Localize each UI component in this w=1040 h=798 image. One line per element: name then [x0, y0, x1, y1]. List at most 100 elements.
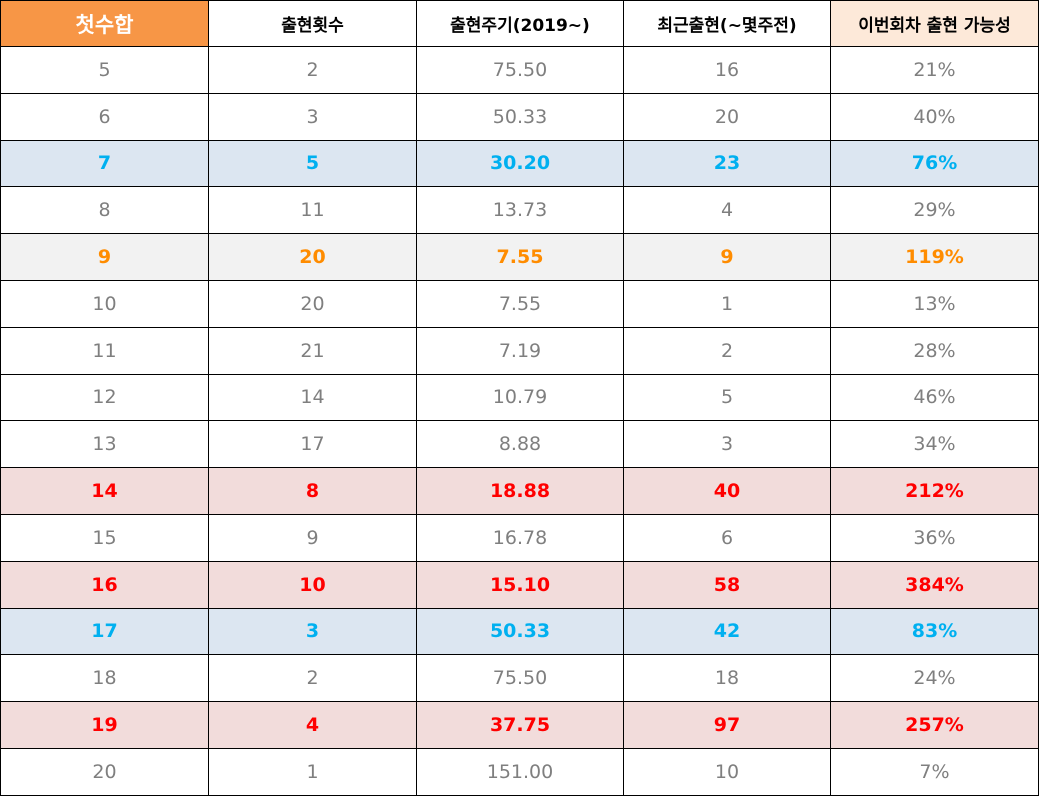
- cell-recent-appearance: 10: [623, 747, 831, 796]
- cell-appearance-count: 2: [208, 46, 417, 94]
- cell-first-sum: 7: [0, 139, 209, 188]
- cell-recent-appearance: 42: [623, 607, 831, 656]
- table-row: 18 2 75.50 18 24%: [0, 654, 1039, 703]
- cell-recent-appearance: 16: [623, 46, 831, 94]
- cell-recent-appearance: 20: [623, 92, 831, 141]
- cell-appearance-count: 3: [208, 92, 417, 141]
- cell-first-sum: 18: [0, 654, 209, 703]
- cell-appearance-cycle: 50.33: [416, 607, 624, 656]
- cell-appearance-cycle: 13.73: [416, 186, 624, 235]
- cell-recent-appearance: 4: [623, 186, 831, 235]
- cell-recent-appearance: 18: [623, 654, 831, 703]
- cell-first-sum: 16: [0, 560, 209, 609]
- cell-probability: 36%: [830, 513, 1039, 562]
- cell-appearance-count: 3: [208, 607, 417, 656]
- table-row: 14 8 18.88 40 212%: [0, 467, 1039, 515]
- cell-recent-appearance: 2: [623, 326, 831, 375]
- table-row: 19 4 37.75 97 257%: [0, 701, 1039, 749]
- cell-first-sum: 19: [0, 701, 209, 749]
- header-appearance-cycle: 출현주기(2019~): [416, 0, 624, 47]
- cell-recent-appearance: 23: [623, 139, 831, 188]
- cell-appearance-count: 14: [208, 373, 417, 422]
- header-appearance-count: 출현횟수: [208, 0, 417, 47]
- cell-appearance-cycle: 15.10: [416, 560, 624, 609]
- cell-first-sum: 17: [0, 607, 209, 656]
- cell-probability: 46%: [830, 373, 1039, 422]
- table-row: 16 10 15.10 58 384%: [0, 560, 1039, 609]
- cell-appearance-cycle: 7.19: [416, 326, 624, 375]
- cell-appearance-count: 4: [208, 701, 417, 749]
- table-row: 15 9 16.78 6 36%: [0, 513, 1039, 562]
- cell-first-sum: 13: [0, 420, 209, 469]
- cell-recent-appearance: 1: [623, 279, 831, 328]
- cell-recent-appearance: 40: [623, 467, 831, 515]
- table-row: 6 3 50.33 20 40%: [0, 92, 1039, 141]
- cell-recent-appearance: 97: [623, 701, 831, 749]
- cell-probability: 7%: [830, 747, 1039, 796]
- header-probability: 이번회차 출현 가능성: [830, 0, 1039, 47]
- table-row: 12 14 10.79 5 46%: [0, 373, 1039, 422]
- cell-first-sum: 15: [0, 513, 209, 562]
- cell-probability: 21%: [830, 46, 1039, 94]
- cell-first-sum: 12: [0, 373, 209, 422]
- cell-recent-appearance: 9: [623, 233, 831, 281]
- cell-appearance-count: 2: [208, 654, 417, 703]
- cell-first-sum: 20: [0, 747, 209, 796]
- header-first-sum: 첫수합: [0, 0, 209, 47]
- table-header: 첫수합 출현횟수 출현주기(2019~) 최근출현(~몇주전) 이번회차 출현 …: [0, 0, 1039, 47]
- cell-appearance-count: 21: [208, 326, 417, 375]
- cell-probability: 384%: [830, 560, 1039, 609]
- cell-first-sum: 11: [0, 326, 209, 375]
- cell-appearance-cycle: 37.75: [416, 701, 624, 749]
- cell-recent-appearance: 58: [623, 560, 831, 609]
- table-body: 5 2 75.50 16 21% 6 3 50.33 20 40% 7 5 30.20 23 76% 8 11 1…: [0, 46, 1039, 796]
- cell-appearance-cycle: 18.88: [416, 467, 624, 515]
- cell-probability: 40%: [830, 92, 1039, 141]
- cell-probability: 83%: [830, 607, 1039, 656]
- cell-recent-appearance: 5: [623, 373, 831, 422]
- cell-probability: 29%: [830, 186, 1039, 235]
- cell-appearance-count: 20: [208, 279, 417, 328]
- cell-appearance-cycle: 50.33: [416, 92, 624, 141]
- cell-first-sum: 6: [0, 92, 209, 141]
- cell-first-sum: 14: [0, 467, 209, 515]
- cell-appearance-count: 17: [208, 420, 417, 469]
- cell-recent-appearance: 3: [623, 420, 831, 469]
- cell-probability: 28%: [830, 326, 1039, 375]
- cell-probability: 34%: [830, 420, 1039, 469]
- cell-appearance-count: 5: [208, 139, 417, 188]
- cell-probability: 212%: [830, 467, 1039, 515]
- cell-appearance-cycle: 75.50: [416, 46, 624, 94]
- cell-appearance-cycle: 75.50: [416, 654, 624, 703]
- cell-appearance-count: 20: [208, 233, 417, 281]
- cell-probability: 24%: [830, 654, 1039, 703]
- cell-first-sum: 10: [0, 279, 209, 328]
- cell-appearance-count: 11: [208, 186, 417, 235]
- header-row: 첫수합 출현횟수 출현주기(2019~) 최근출현(~몇주전) 이번회차 출현 …: [0, 0, 1039, 47]
- cell-first-sum: 5: [0, 46, 209, 94]
- header-recent-appearance: 최근출현(~몇주전): [623, 0, 831, 47]
- cell-appearance-count: 9: [208, 513, 417, 562]
- table-row: 8 11 13.73 4 29%: [0, 186, 1039, 235]
- cell-appearance-cycle: 151.00: [416, 747, 624, 796]
- cell-appearance-count: 8: [208, 467, 417, 515]
- cell-first-sum: 9: [0, 233, 209, 281]
- table-row: 9 20 7.55 9 119%: [0, 233, 1039, 281]
- cell-appearance-cycle: 10.79: [416, 373, 624, 422]
- table-row: 11 21 7.19 2 28%: [0, 326, 1039, 375]
- cell-probability: 76%: [830, 139, 1039, 188]
- cell-appearance-cycle: 8.88: [416, 420, 624, 469]
- table-row: 20 1 151.00 10 7%: [0, 747, 1039, 796]
- cell-probability: 13%: [830, 279, 1039, 328]
- cell-probability: 257%: [830, 701, 1039, 749]
- cell-probability: 119%: [830, 233, 1039, 281]
- table-row: 17 3 50.33 42 83%: [0, 607, 1039, 656]
- cell-appearance-cycle: 7.55: [416, 279, 624, 328]
- cell-appearance-cycle: 7.55: [416, 233, 624, 281]
- table-row: 7 5 30.20 23 76%: [0, 139, 1039, 188]
- table-row: 13 17 8.88 3 34%: [0, 420, 1039, 469]
- table-row: 5 2 75.50 16 21%: [0, 46, 1039, 94]
- cell-appearance-count: 1: [208, 747, 417, 796]
- table-row: 10 20 7.55 1 13%: [0, 279, 1039, 328]
